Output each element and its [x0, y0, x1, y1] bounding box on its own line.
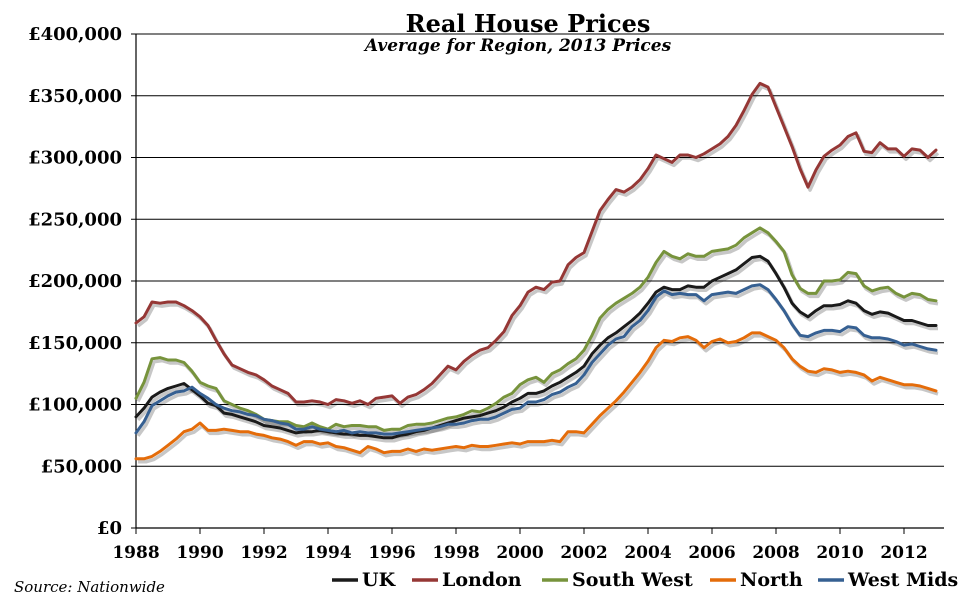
x-tick-label-7: 2002 — [560, 543, 607, 563]
x-tick-label-12: 2012 — [880, 543, 927, 563]
legend-label-uk: UK — [362, 569, 397, 591]
legend-item-london: London — [412, 569, 522, 591]
x-tick-label-8: 2004 — [624, 543, 671, 563]
grid-lines — [136, 33, 944, 467]
y-tick-label-8: £400,000 — [28, 24, 122, 45]
x-tick-label-10: 2008 — [752, 543, 799, 563]
series-line-uk — [134, 254, 938, 440]
chart-subtitle: Average for Region, 2013 Prices — [363, 36, 672, 56]
y-tick-label-7: £350,000 — [28, 86, 122, 107]
legend-label-north: North — [740, 569, 803, 591]
series-shadow-west-mids — [136, 285, 939, 439]
y-tick-label-5: £250,000 — [28, 209, 122, 230]
legend: UK London South West North West Mids — [332, 569, 958, 591]
y-tick-label-3: £150,000 — [28, 333, 122, 354]
source-note: Source: Nationwide — [14, 578, 165, 596]
y-tick-label-0: £0 — [97, 518, 122, 539]
x-tick-label-5: 1998 — [432, 543, 479, 563]
y-tick-label-4: £200,000 — [28, 271, 122, 292]
y-tick-label-6: £300,000 — [28, 148, 122, 169]
x-tick-label-1: 1990 — [176, 543, 223, 563]
legend-label-west-mids: West Mids — [847, 569, 958, 591]
x-axis-tick-labels: 1988 1990 1992 1994 1996 1998 2000 2002 2004 2006… — [112, 543, 927, 563]
chart-title: Real House Prices — [406, 9, 651, 38]
series-line-north — [134, 331, 938, 461]
x-tick-label-9: 2006 — [688, 543, 735, 563]
y-axis-tick-labels: £0 £50,000 £100,000 £150,000 £200,000 £250,00… — [28, 24, 122, 539]
y-tick-label-1: £50,000 — [41, 456, 122, 477]
x-tick-label-0: 1988 — [112, 543, 159, 563]
legend-item-south-west: South West — [542, 569, 693, 591]
series-shadow-london — [136, 84, 940, 410]
legend-label-south-west: South West — [572, 569, 693, 591]
series-line-south-west — [134, 226, 938, 432]
series-shadows — [136, 84, 940, 464]
series-lines — [134, 81, 938, 461]
series-shadow-uk — [136, 257, 938, 443]
axes — [131, 33, 944, 534]
legend-item-west-mids: West Mids — [818, 569, 958, 591]
x-tick-label-4: 1996 — [368, 543, 415, 563]
x-tick-label-2: 1992 — [240, 543, 287, 563]
x-tick-label-11: 2010 — [816, 543, 863, 563]
x-tick-label-6: 2000 — [496, 543, 543, 563]
y-tick-label-2: £100,000 — [28, 395, 122, 416]
series-line-london — [134, 81, 938, 406]
x-tick-label-3: 1994 — [304, 543, 351, 563]
legend-label-london: London — [442, 569, 522, 591]
legend-item-north: North — [710, 569, 803, 591]
legend-item-uk: UK — [332, 569, 397, 591]
series-line-west-mids — [134, 283, 938, 436]
